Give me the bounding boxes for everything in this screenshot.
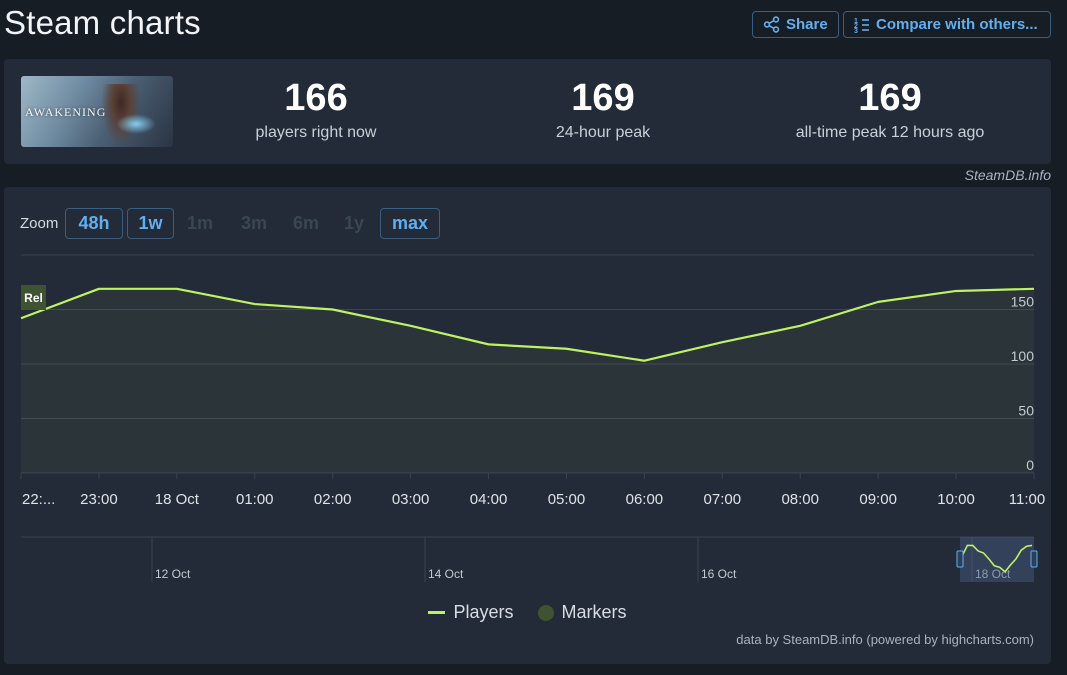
legend-label-players: Players <box>453 602 514 622</box>
x-tick-label: 01:00 <box>236 491 274 508</box>
zoom-1w-button[interactable]: 1w <box>127 208 174 239</box>
peak-24h-value: 169 <box>571 77 635 119</box>
compare-button[interactable]: 1 2 3 Compare with others... <box>843 11 1051 38</box>
zoom-max-button[interactable]: max <box>380 208 440 239</box>
x-tick-label: 04:00 <box>470 491 508 508</box>
y-tick-label: 0 <box>1026 457 1034 473</box>
zoom-1y-button: 1y <box>343 213 365 233</box>
players-line <box>20 287 1035 362</box>
svg-text:3: 3 <box>854 28 858 33</box>
stat-all-time-peak: 169 all-time peak 12 hours ago <box>765 77 1015 142</box>
svg-text:2: 2 <box>854 23 858 30</box>
x-tick-label: 10:00 <box>937 491 975 508</box>
steamdb-credit[interactable]: SteamDB.info <box>964 167 1051 183</box>
chart-gridlines <box>20 254 1035 479</box>
compare-icon: 1 2 3 <box>854 16 870 33</box>
highcharts-credit[interactable]: data by SteamDB.info (powered by highcha… <box>736 632 1034 647</box>
navigator-label: 12 Oct <box>155 567 191 581</box>
chart-markers: Rel <box>21 285 46 310</box>
navigator-label: 16 Oct <box>701 567 737 581</box>
y-tick-label: 150 <box>1011 294 1035 310</box>
thumbnail-glow <box>116 114 156 134</box>
zoom-6m-button: 6m <box>292 213 319 233</box>
legend-dot-swatch <box>537 604 554 621</box>
players-area <box>21 288 1034 473</box>
share-icon <box>763 16 780 33</box>
x-tick-label: 02:00 <box>314 491 352 508</box>
chart-panel: Zoom 48h 1w 1m 3m 6m 1y max 0 50 100 150 22… <box>4 187 1051 664</box>
x-tick-label: 07:00 <box>704 491 742 508</box>
thumbnail-logo-text: AWAKENING <box>25 105 107 119</box>
navigator-handle-left <box>956 550 964 568</box>
chart-legend: Players Markers <box>4 602 1051 623</box>
navigator-selected-range <box>960 537 1034 582</box>
all-time-peak-label: all-time peak 12 hours ago <box>795 124 985 141</box>
y-tick-label: 50 <box>1018 403 1034 419</box>
game-thumbnail[interactable]: AWAKENING <box>21 76 173 147</box>
chart-series-players <box>20 287 1035 362</box>
peak-24h-label: 24-hour peak <box>555 124 651 141</box>
all-time-peak-value: 169 <box>858 77 922 119</box>
x-tick-label: 22:... <box>22 491 55 508</box>
player-count-chart[interactable]: 0 50 100 150 22:... 23:00 18 Oct 01:00 02:00 03:… <box>4 187 1051 597</box>
compare-label: Compare with others... <box>876 16 1038 33</box>
share-label: Share <box>786 16 828 33</box>
navigator-label: 18 Oct <box>975 567 1011 581</box>
legend-label-markers: Markers <box>561 602 627 622</box>
legend-item-players[interactable]: Players <box>428 602 514 623</box>
svg-text:1: 1 <box>854 18 858 25</box>
navigator-handle-right <box>1030 550 1038 568</box>
x-tick-label: 11:00 <box>1009 491 1045 508</box>
zoom-1m-button: 1m <box>186 213 213 233</box>
chart-area-fill <box>21 288 1034 473</box>
page-title: Steam charts <box>4 4 201 41</box>
zoom-label: Zoom <box>20 215 59 232</box>
share-button[interactable]: Share <box>752 11 839 38</box>
legend-line-swatch <box>428 611 446 614</box>
y-tick-label: 100 <box>1011 348 1035 364</box>
current-players-value: 166 <box>284 77 348 119</box>
legend-item-markers[interactable]: Markers <box>537 602 627 623</box>
x-tick-label: 09:00 <box>859 491 897 508</box>
x-axis-labels: 22:... 23:00 18 Oct 01:00 02:00 03:00 04:00 05:… <box>22 491 1045 508</box>
current-players-label: players right now <box>255 124 377 141</box>
zoom-3m-button: 3m <box>240 213 267 233</box>
x-tick-label: 08:00 <box>781 491 819 508</box>
chart-navigator[interactable]: 12 Oct 14 Oct 16 Oct 18 Oct <box>21 536 1038 582</box>
release-marker-label: Rel <box>24 291 43 305</box>
navigator-label: 14 Oct <box>428 567 464 581</box>
x-tick-label: 23:00 <box>80 491 118 508</box>
stat-24h-peak: 169 24-hour peak <box>503 77 703 142</box>
navigator-series <box>961 544 1033 573</box>
x-tick-label: 06:00 <box>626 491 664 508</box>
zoom-48h-button[interactable]: 48h <box>65 208 123 239</box>
x-tick-label: 05:00 <box>548 491 586 508</box>
x-tick-label: 03:00 <box>392 491 430 508</box>
release-marker <box>21 285 46 310</box>
stats-panel: AWAKENING 166 players right now 169 24-h… <box>4 59 1051 164</box>
stat-current-players: 166 players right now <box>216 77 416 142</box>
x-tick-label: 18 Oct <box>155 491 200 508</box>
y-axis-labels: 0 50 100 150 <box>1011 294 1035 474</box>
